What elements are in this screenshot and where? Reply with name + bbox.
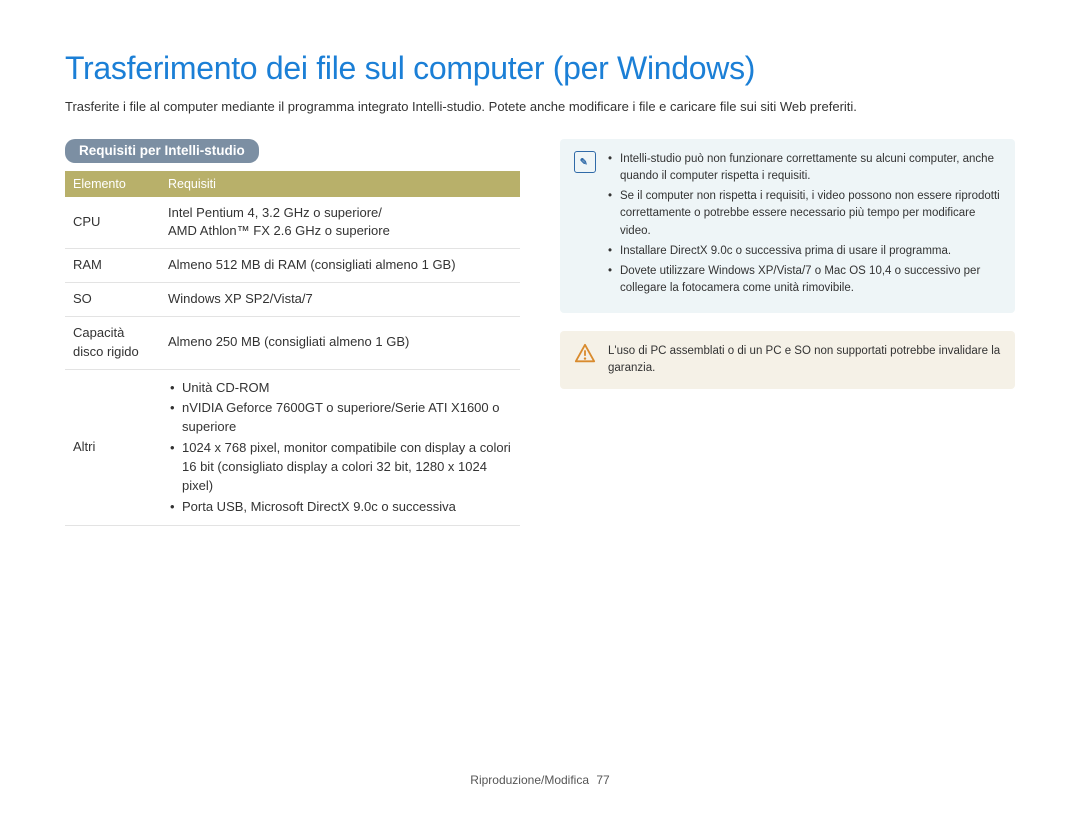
info-icon: ✎ (574, 151, 596, 173)
table-row: Capacità disco rigido Almeno 250 MB (con… (65, 316, 520, 369)
req-value-list: Unità CD-ROM nVIDIA Geforce 7600GT o sup… (160, 369, 520, 526)
list-item: 1024 x 768 pixel, monitor compatibile co… (168, 439, 512, 496)
list-item: Dovete utilizzare Windows XP/Vista/7 o M… (608, 263, 1001, 298)
req-label: Capacità disco rigido (65, 316, 160, 369)
warning-note-box: L'uso di PC assemblati o di un PC e SO n… (560, 331, 1015, 390)
manual-page: Trasferimento dei file sul computer (per… (0, 0, 1080, 815)
right-column: ✎ Intelli-studio può non funzionare corr… (560, 139, 1015, 527)
req-value: Almeno 250 MB (consigliati almeno 1 GB) (160, 316, 520, 369)
list-item: Installare DirectX 9.0c o successiva pri… (608, 243, 1001, 260)
table-header-col2: Requisiti (160, 171, 520, 197)
req-value: Almeno 512 MB di RAM (consigliati almeno… (160, 249, 520, 283)
req-label: CPU (65, 197, 160, 249)
footer-section: Riproduzione/Modifica (470, 773, 589, 787)
req-value: Windows XP SP2/Vista/7 (160, 283, 520, 317)
two-column-layout: Requisiti per Intelli-studio Elemento Re… (65, 139, 1015, 527)
table-row: SO Windows XP SP2/Vista/7 (65, 283, 520, 317)
table-row: Altri Unità CD-ROM nVIDIA Geforce 7600GT… (65, 369, 520, 526)
section-badge: Requisiti per Intelli-studio (65, 139, 259, 163)
requirements-table: Elemento Requisiti CPU Intel Pentium 4, … (65, 171, 520, 527)
req-label: SO (65, 283, 160, 317)
list-item: Unità CD-ROM (168, 379, 512, 398)
req-value: Intel Pentium 4, 3.2 GHz o superiore/ AM… (160, 197, 520, 249)
intro-text: Trasferite i file al computer mediante i… (65, 97, 1015, 117)
page-title: Trasferimento dei file sul computer (per… (65, 50, 1015, 87)
list-item: Se il computer non rispetta i requisiti,… (608, 188, 1001, 240)
left-column: Requisiti per Intelli-studio Elemento Re… (65, 139, 520, 527)
svg-text:✎: ✎ (580, 156, 588, 166)
warning-note-body: L'uso di PC assemblati o di un PC e SO n… (608, 343, 1001, 378)
list-item: Intelli-studio può non funzionare corret… (608, 151, 1001, 186)
req-label: RAM (65, 249, 160, 283)
info-note-box: ✎ Intelli-studio può non funzionare corr… (560, 139, 1015, 313)
list-item: Porta USB, Microsoft DirectX 9.0c o succ… (168, 498, 512, 517)
list-item: nVIDIA Geforce 7600GT o superiore/Serie … (168, 399, 512, 437)
info-note-body: Intelli-studio può non funzionare corret… (608, 151, 1001, 301)
table-row: CPU Intel Pentium 4, 3.2 GHz o superiore… (65, 197, 520, 249)
req-label: Altri (65, 369, 160, 526)
footer-page: 77 (596, 773, 609, 787)
table-header-col1: Elemento (65, 171, 160, 197)
table-row: RAM Almeno 512 MB di RAM (consigliati al… (65, 249, 520, 283)
warning-icon (574, 343, 596, 365)
page-footer: Riproduzione/Modifica 77 (0, 773, 1080, 787)
